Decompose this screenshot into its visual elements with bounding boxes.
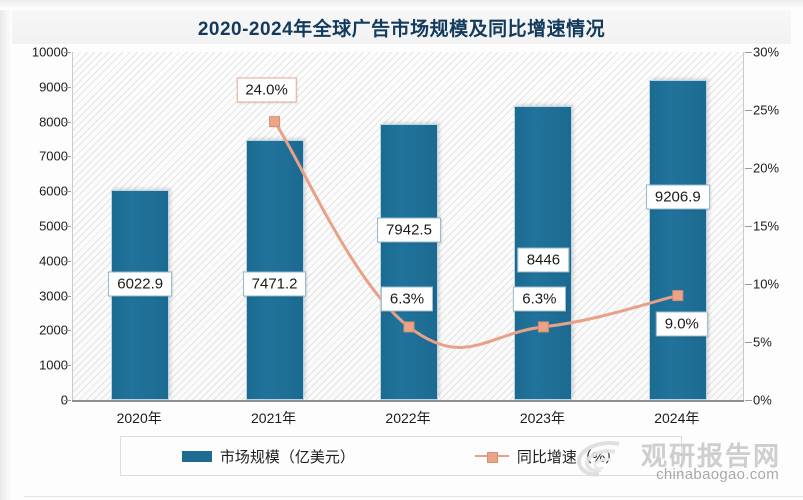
bar-swatch-icon [181,450,212,462]
right-tickmark [745,226,752,227]
right-axis-tick: 10% [753,276,780,292]
legend-item-market-size[interactable]: 市场规模（亿美元） [181,446,355,467]
watermark-cn: 观研报告网 [640,441,781,471]
left-axis-tick: 2000 [39,322,68,338]
legend-label-market-size: 市场规模（亿美元） [219,448,355,466]
bar-slot [207,52,341,400]
chart-body: 10000 9000 8000 7000 6000 5000 4000 3000 2000 100… [12,44,803,500]
right-axis-tick: 30% [753,44,780,60]
right-axis-tick: 20% [753,160,780,176]
left-axis-tick: 4000 [39,253,68,269]
x-axis-labels: 2020年 2021年 2022年 2023年 2024年 [72,406,744,432]
right-axis-tick: 15% [753,218,780,234]
left-tickmark [64,295,71,297]
chart-title-bar: 2020-2024年全球广告市场规模及同比增速情况 [12,10,791,44]
line-marker[interactable] [403,321,415,333]
right-tickmark [745,400,752,401]
right-tickmark [745,168,752,169]
left-axis-tick: 7000 [39,148,68,164]
left-tickmark [64,400,71,401]
bar-slot [611,52,745,400]
left-axis-tick: 8000 [39,114,68,130]
swirl-logo-icon [576,441,620,477]
right-axis-tick: 5% [753,334,772,350]
left-tickmark [64,260,71,262]
right-axis-tick: 25% [753,102,780,118]
left-tickmark [64,156,71,158]
plot-area: 6022.9 7471.2 7942.5 8446 9206.9 24.0% 6.3% 6.3… [72,52,744,400]
growth-rate-label: 24.0% [236,77,297,103]
right-tickmark [745,284,752,285]
right-axis: 30% 25% 20% 15% 10% 5% 0% [747,45,793,408]
left-axis-tick: 9000 [39,79,68,95]
left-tickmark [64,226,71,227]
left-axis-tick: 1000 [39,357,68,373]
x-axis-label: 2021年 [251,410,297,426]
right-tickmark [745,52,752,53]
left-axis-tick: 10000 [31,44,68,60]
bar[interactable] [245,140,304,400]
left-tickmark [64,365,71,367]
left-axis-tick: 6000 [39,183,68,199]
x-axis-label: 2024年 [654,410,700,426]
growth-rate-label: 9.0% [655,311,708,337]
line-marker[interactable] [672,290,684,302]
left-tickmark [64,121,71,123]
growth-rate-label: 6.3% [513,286,566,312]
bar-value-label: 7471.2 [242,271,307,297]
watermark: 观研报告网 chinabaogao.com [576,436,781,492]
watermark-en: chinabaogao.com [656,466,779,483]
bar-value-label: 9206.9 [645,184,710,210]
bar-value-label: 8446 [517,247,570,273]
right-tickmark [745,110,752,111]
x-axis-label: 2023年 [519,410,565,426]
left-tickmark [64,86,71,88]
growth-line-path [273,120,680,349]
line-marker[interactable] [269,116,281,128]
growth-rate-label: 6.3% [380,286,434,312]
bar-value-label: 6022.9 [108,271,173,297]
left-axis-tick: 3000 [39,288,68,304]
line-marker-swatch-icon [474,450,509,463]
left-tickmark [64,330,71,332]
growth-line-series [269,116,684,349]
left-axis-tick: 5000 [39,218,68,234]
left-axis: 10000 9000 8000 7000 6000 5000 4000 3000 2000 100… [12,45,68,408]
footer-divider [24,496,803,497]
bar-value-label: 7942.5 [377,217,441,243]
x-axis-baseline [72,400,744,402]
page-title: 2020-2024年全球广告市场规模及同比增速情况 [197,18,606,40]
right-tickmark [745,342,752,343]
x-axis-label: 2022年 [385,410,431,426]
bar-slot [342,52,476,400]
left-tickmark [64,191,71,193]
right-axis-tick: 0% [753,392,772,408]
line-marker[interactable] [537,321,549,333]
bar[interactable] [379,123,438,400]
bar[interactable] [648,79,707,400]
x-axis-label: 2020年 [116,410,162,426]
left-tickmark [64,52,71,53]
